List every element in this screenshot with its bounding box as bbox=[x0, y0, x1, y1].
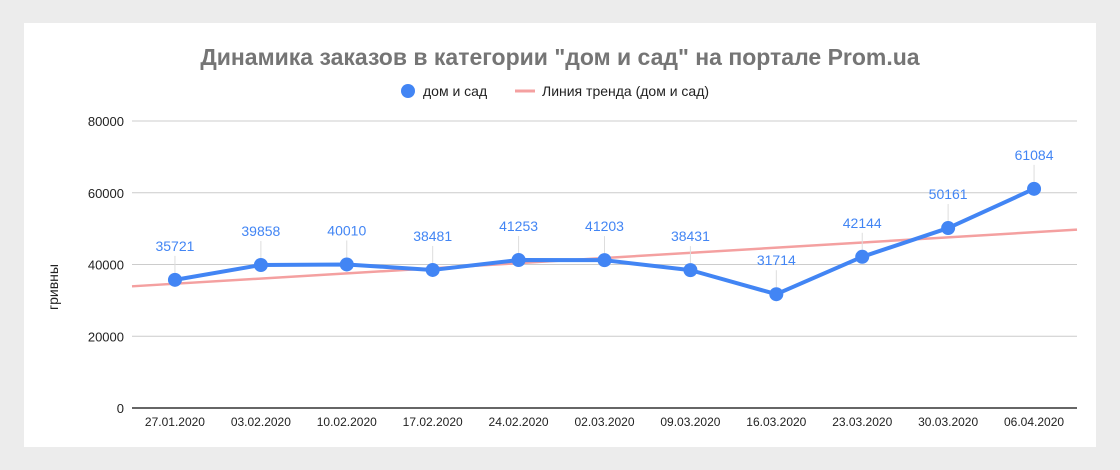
y-tick-label: 80000 bbox=[88, 114, 124, 129]
data-label: 31714 bbox=[757, 252, 796, 268]
data-point bbox=[425, 262, 440, 277]
legend-label-series: дом и сад bbox=[423, 83, 487, 99]
y-axis-label: гривны bbox=[45, 264, 61, 310]
data-label: 38431 bbox=[671, 228, 710, 244]
y-tick-label: 40000 bbox=[88, 258, 124, 273]
data-label: 50161 bbox=[929, 186, 968, 202]
x-tick-label: 06.04.2020 bbox=[1004, 415, 1064, 429]
data-label: 41203 bbox=[585, 218, 624, 234]
legend: дом и сад Линия тренда (дом и сад) bbox=[401, 83, 709, 99]
data-label: 61084 bbox=[1015, 147, 1054, 163]
plot-area: 35721 39858 40010 38481 41253 41203 38431 31714… bbox=[131, 147, 1078, 302]
x-tick-label: 27.01.2020 bbox=[145, 415, 205, 429]
x-tick-label: 09.03.2020 bbox=[660, 415, 720, 429]
legend-marker-series bbox=[401, 84, 415, 98]
x-tick-label: 10.02.2020 bbox=[317, 415, 377, 429]
data-point bbox=[339, 257, 354, 272]
y-tick-label: 20000 bbox=[88, 329, 124, 344]
legend-label-trendline: Линия тренда (дом и сад) bbox=[542, 83, 709, 99]
data-point bbox=[511, 253, 526, 268]
data-point bbox=[597, 253, 612, 268]
x-tick-label: 16.03.2020 bbox=[746, 415, 806, 429]
data-label: 39858 bbox=[241, 223, 280, 239]
x-tick-label: 17.02.2020 bbox=[403, 415, 463, 429]
chart-title: Динамика заказов в категории "дом и сад"… bbox=[200, 44, 919, 70]
data-label: 42144 bbox=[843, 215, 882, 231]
data-point bbox=[253, 258, 268, 273]
data-point bbox=[683, 263, 698, 278]
data-label: 38481 bbox=[413, 228, 452, 244]
data-point bbox=[769, 287, 784, 302]
chart-card: Динамика заказов в категории "дом и сад"… bbox=[24, 23, 1096, 447]
data-label: 35721 bbox=[155, 238, 194, 254]
data-point bbox=[941, 221, 956, 236]
x-tick-label: 30.03.2020 bbox=[918, 415, 978, 429]
x-tick-label: 02.03.2020 bbox=[574, 415, 634, 429]
x-tick-label: 23.03.2020 bbox=[832, 415, 892, 429]
data-point bbox=[855, 249, 870, 264]
data-point bbox=[167, 272, 182, 287]
x-tick-label: 24.02.2020 bbox=[489, 415, 549, 429]
data-label: 41253 bbox=[499, 218, 538, 234]
y-axis-ticks: 0 20000 40000 60000 80000 bbox=[88, 114, 124, 416]
line-chart: Динамика заказов в категории "дом и сад"… bbox=[45, 44, 1078, 429]
y-tick-label: 60000 bbox=[88, 186, 124, 201]
x-axis-ticks: 27.01.2020 03.02.2020 10.02.2020 17.02.2020… bbox=[145, 415, 1064, 429]
data-label: 40010 bbox=[327, 222, 366, 238]
x-tick-label: 03.02.2020 bbox=[231, 415, 291, 429]
data-point bbox=[1027, 181, 1042, 196]
y-tick-label: 0 bbox=[117, 401, 124, 416]
